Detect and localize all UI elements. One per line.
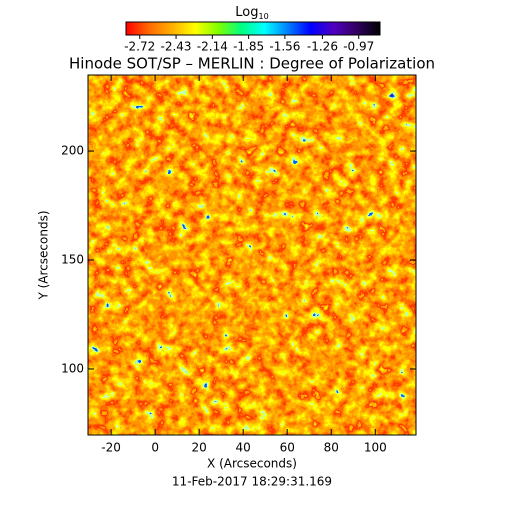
colorbar-tick-label: -2.72: [124, 40, 155, 54]
y-tick-label: 100: [61, 361, 84, 375]
x-tick-label: 40: [236, 441, 251, 455]
colorbar-tick-label: -2.43: [161, 40, 192, 54]
colorbar-tick-label: -2.14: [197, 40, 228, 54]
colorbar: [125, 21, 381, 36]
y-tick-label: 150: [61, 253, 84, 267]
y-tick-label: 200: [61, 144, 84, 158]
colorbar-tick-label: -1.56: [269, 40, 300, 54]
x-tick-label: 60: [280, 441, 295, 455]
chart-title: Hinode SOT/SP – MERLIN : Degree of Polar…: [69, 55, 435, 73]
colorbar-label: Log10: [235, 5, 268, 21]
colorbar-tick-label: -1.26: [307, 40, 338, 54]
x-tick-label: 80: [324, 441, 339, 455]
x-tick-label: 20: [192, 441, 207, 455]
x-tick-label: 0: [151, 441, 159, 455]
x-tick-label: 100: [364, 441, 387, 455]
x-axis-label: X (Arcseconds): [207, 457, 297, 471]
heatmap-image: [88, 75, 416, 435]
date-label: 11-Feb-2017 18:29:31.169: [172, 475, 332, 489]
plot-frame: [87, 74, 417, 436]
colorbar-tick-label: -1.85: [233, 40, 264, 54]
y-axis-label: Y (Arcseconds): [37, 210, 51, 300]
colorbar-label-subscript: 10: [259, 12, 269, 21]
colorbar-tick-label: -0.97: [343, 40, 374, 54]
x-tick-label: -20: [101, 441, 121, 455]
colorbar-label-main: Log: [235, 5, 258, 20]
